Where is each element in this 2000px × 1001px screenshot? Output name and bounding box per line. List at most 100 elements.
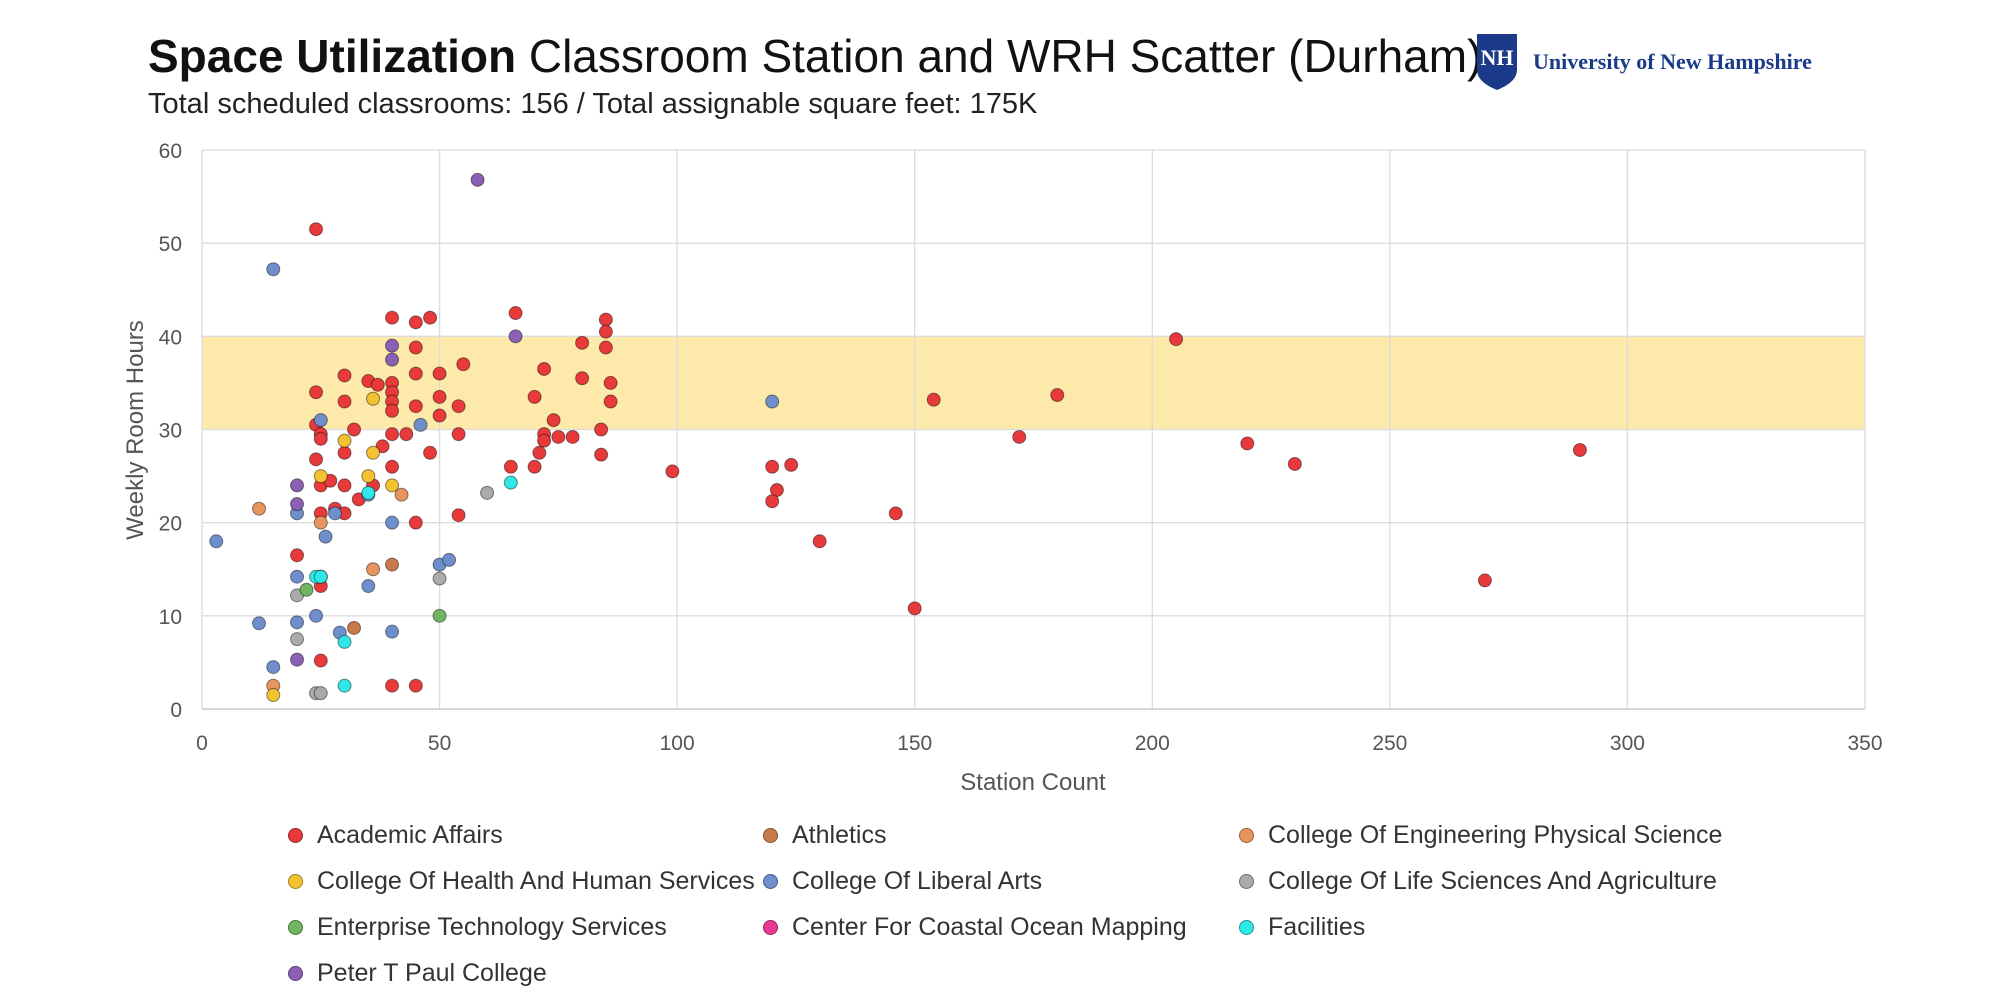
data-point: [313, 431, 328, 446]
target-range-band: [202, 336, 1865, 430]
x-tick-label: 100: [660, 732, 695, 755]
data-point: [503, 475, 518, 490]
data-point: [266, 660, 281, 675]
legend-item: College Of Health And Human Services: [288, 866, 763, 896]
legend-label: Peter T Paul College: [317, 959, 547, 987]
y-tick-label: 10: [159, 606, 182, 629]
data-point: [1050, 388, 1065, 403]
data-point: [408, 515, 423, 530]
data-point: [456, 357, 471, 372]
data-point: [399, 427, 414, 442]
legend-marker-icon: [763, 827, 778, 843]
y-tick-label: 60: [159, 140, 182, 163]
x-tick-label: 200: [1135, 732, 1170, 755]
data-point: [337, 478, 352, 493]
data-point: [508, 329, 523, 344]
data-point: [385, 427, 400, 442]
data-point: [347, 422, 362, 437]
data-point: [290, 615, 305, 630]
legend-label: Facilities: [1268, 913, 1366, 941]
data-point: [470, 172, 485, 187]
data-point: [361, 485, 376, 500]
svg-text:NH: NH: [1481, 45, 1514, 70]
y-tick-label: 0: [170, 699, 182, 722]
x-tick-label: 350: [1847, 732, 1882, 755]
data-point: [313, 413, 328, 428]
data-point: [432, 389, 447, 404]
data-point: [337, 678, 352, 693]
data-point: [290, 652, 305, 667]
data-point: [408, 678, 423, 693]
unh-shield-logo-icon: NH: [1477, 34, 1517, 90]
chart-subtitle: Total scheduled classrooms: 156 / Total …: [148, 88, 1038, 120]
data-point: [1012, 429, 1027, 444]
data-point: [385, 478, 400, 493]
data-point: [508, 306, 523, 321]
data-point: [309, 385, 324, 400]
data-point: [290, 497, 305, 512]
data-point: [907, 601, 922, 616]
data-point: [309, 608, 324, 623]
legend-item: Athletics: [763, 820, 1239, 850]
data-point: [765, 494, 780, 509]
data-point: [313, 569, 328, 584]
x-tick-label: 0: [196, 732, 208, 755]
data-point: [309, 222, 324, 237]
y-axis-label: Weekly Room Hours: [122, 320, 149, 540]
data-point: [1477, 573, 1492, 588]
x-tick-label: 300: [1610, 732, 1645, 755]
legend-item: Center For Coastal Ocean Mapping: [763, 912, 1239, 942]
legend-label: Center For Coastal Ocean Mapping: [792, 913, 1187, 941]
y-tick-label: 40: [159, 326, 182, 349]
x-tick-label: 250: [1372, 732, 1407, 755]
data-point: [765, 459, 780, 474]
data-point: [1169, 332, 1184, 347]
data-point: [598, 312, 613, 327]
data-point: [366, 445, 381, 460]
data-point: [313, 686, 328, 701]
data-point: [503, 459, 518, 474]
data-point: [408, 366, 423, 381]
data-point: [385, 624, 400, 639]
legend-item: Facilities: [1239, 912, 1799, 942]
y-tick-label: 30: [159, 420, 182, 443]
legend-marker-icon: [763, 919, 778, 935]
data-point: [423, 445, 438, 460]
data-point: [252, 616, 267, 631]
data-point: [665, 464, 680, 479]
data-point: [442, 552, 457, 567]
data-point: [385, 403, 400, 418]
legend-label: College Of Life Sciences And Agriculture: [1268, 867, 1717, 895]
data-point: [812, 534, 827, 549]
title-rest-part: Classroom Station and WRH Scatter (Durha…: [528, 30, 1483, 82]
y-tick-label: 20: [159, 513, 182, 536]
data-point: [575, 335, 590, 350]
data-point: [385, 338, 400, 353]
data-point: [266, 262, 281, 277]
data-point: [594, 422, 609, 437]
legend-item: College Of Life Sciences And Agriculture: [1239, 866, 1799, 896]
data-point: [408, 315, 423, 330]
data-point: [784, 457, 799, 472]
chart-header: Space Utilization Classroom Station and …: [148, 28, 1482, 122]
data-point: [451, 427, 466, 442]
y-tick-label: 50: [159, 233, 182, 256]
legend-marker-icon: [288, 827, 303, 843]
data-point: [361, 469, 376, 484]
data-point: [432, 408, 447, 423]
legend-item: Peter T Paul College: [288, 958, 763, 988]
data-point: [603, 394, 618, 409]
data-point: [432, 571, 447, 586]
data-point: [337, 433, 352, 448]
data-point: [1572, 442, 1587, 457]
legend-item: College Of Engineering Physical Science: [1239, 820, 1799, 850]
data-point: [290, 548, 305, 563]
data-point: [408, 340, 423, 355]
legend-marker-icon: [1239, 873, 1254, 889]
legend-marker-icon: [288, 919, 303, 935]
legend-label: Athletics: [792, 821, 887, 849]
title-bold-part: Space Utilization: [148, 30, 517, 82]
data-point: [765, 394, 780, 409]
legend-label: Academic Affairs: [317, 821, 503, 849]
